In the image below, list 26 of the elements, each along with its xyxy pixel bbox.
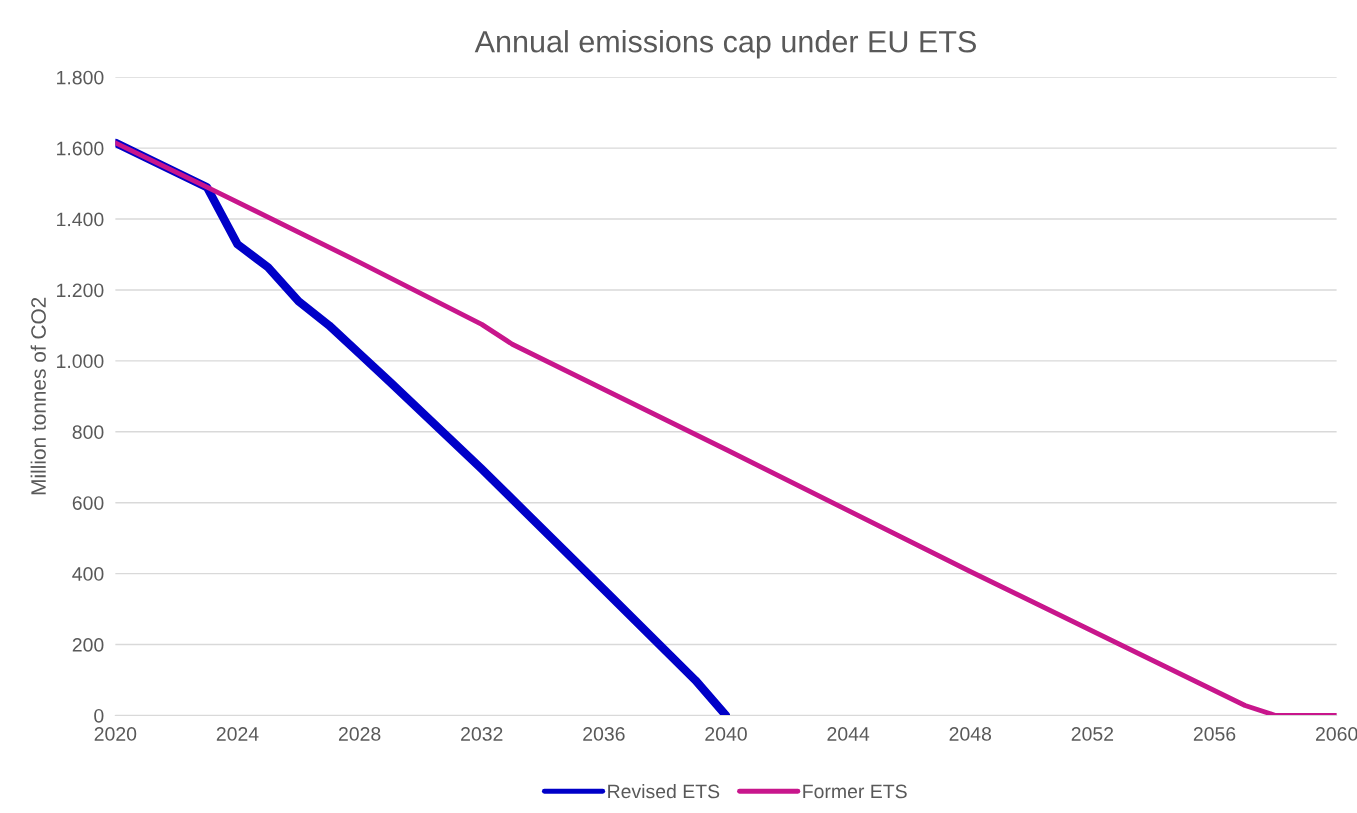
y-tick-label: 1.800	[57, 70, 104, 85]
y-tick-label: 1.400	[57, 212, 104, 227]
legend-label: Former ETS	[803, 784, 907, 799]
y-tick-label: 0	[94, 708, 104, 723]
y-tick-label: 1.000	[57, 354, 104, 369]
y-axis-title: Million tonnes of CO2	[30, 297, 46, 495]
y-tick-label: 1.600	[57, 141, 104, 156]
x-tick-label: 2028	[338, 727, 381, 741]
y-tick-label: 400	[72, 567, 104, 581]
x-tick-label: 2032	[461, 727, 503, 741]
x-tick-label: 2040	[705, 727, 747, 741]
x-tick-label: 2044	[827, 727, 870, 741]
x-tick-label: 2020	[94, 727, 137, 741]
x-tick-label: 2024	[216, 727, 259, 741]
x-tick-label: 2056	[1193, 727, 1236, 741]
x-tick-label: 2048	[949, 727, 992, 741]
y-tick-label: 1.200	[57, 283, 104, 298]
x-tick-label: 2060	[1316, 727, 1357, 741]
chart-title: Annual emissions cap under EU ETS	[474, 30, 976, 59]
x-tick-label: 2052	[1071, 727, 1114, 741]
line-series	[115, 140, 1337, 716]
y-tick-label: 800	[72, 425, 104, 440]
y-tick-label: 200	[72, 638, 104, 652]
legend-label: Revised ETS	[608, 784, 720, 799]
y-tick-label: 600	[72, 496, 104, 510]
x-tick-label: 2036	[583, 727, 625, 741]
